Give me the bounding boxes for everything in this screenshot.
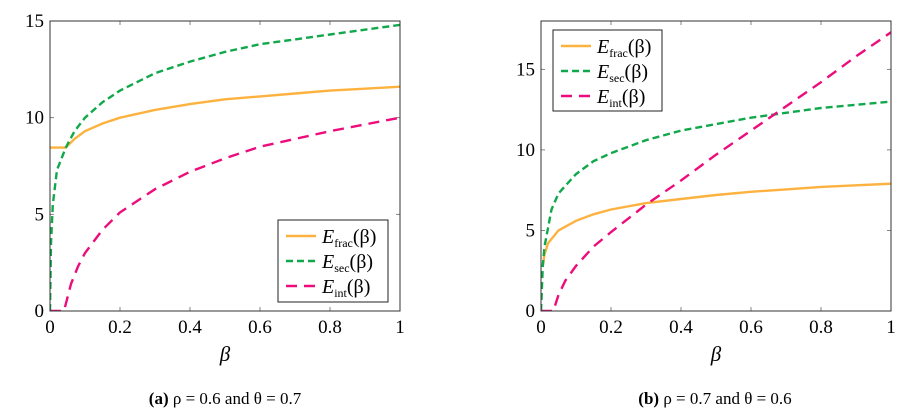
y-tick-label: 15 [516, 59, 535, 80]
x-tick-label: 0.2 [108, 317, 132, 338]
y-tick-label: 15 [25, 11, 44, 32]
legend-label-int: Eint(β) [321, 276, 370, 300]
y-tick-label: 5 [35, 204, 45, 225]
x-tick-label: 0.2 [599, 317, 623, 338]
x-tick-label: 0.8 [809, 317, 833, 338]
plot-frame [540, 20, 892, 312]
x-tick-label: 0.6 [739, 317, 763, 338]
y-tick-label: 10 [516, 140, 535, 161]
caption: (a) ρ = 0.6 and θ = 0.7 [149, 389, 302, 408]
legend-label-frac: Efrac(β) [596, 36, 651, 60]
legend: Efrac(β)Esec(β)Eint(β) [552, 29, 663, 112]
legend-label-sec: Esec(β) [596, 61, 648, 85]
x-tick-label: 0.4 [178, 317, 202, 338]
x-tick-label: 1 [395, 317, 405, 338]
legend-label-sec: Esec(β) [321, 251, 373, 275]
legend-label-frac: Efrac(β) [321, 226, 376, 250]
series-line-frac [50, 85, 400, 149]
plot-frame [49, 20, 401, 312]
chart-a: 0 0.2 0.4 0.6 0.8 1051015βEfrac(β)Esec(β)Eint… [25, 11, 405, 408]
x-tick-label: 0.4 [669, 317, 693, 338]
series-line-sec [541, 100, 891, 311]
legend-box [277, 219, 389, 303]
legend-label-int: Eint(β) [596, 86, 645, 110]
x-axis-label: β [219, 342, 231, 366]
y-tick-label: 0 [526, 301, 536, 322]
legend-box [552, 29, 663, 112]
legend: Efrac(β)Esec(β)Eint(β) [277, 219, 389, 303]
x-tick-label: 0.8 [318, 317, 342, 338]
chart-b: 0 0.2 0.4 0.6 0.8 1051015βEfrac(β)Esec(β)Eint… [516, 20, 896, 408]
y-tick-label: 10 [25, 108, 44, 129]
x-axis-label: β [710, 342, 722, 366]
series-line-frac [541, 182, 891, 267]
caption: (b) ρ = 0.7 and θ = 0.6 [638, 389, 791, 408]
x-tick-label: 0.6 [248, 317, 272, 338]
y-tick-label: 0 [35, 301, 45, 322]
series-line-sec [50, 23, 400, 311]
x-tick-label: 1 [886, 317, 896, 338]
x-tick-label: 0 [536, 317, 546, 338]
x-tick-label: 0 [45, 317, 55, 338]
y-tick-label: 5 [526, 220, 536, 241]
series-line-int [50, 116, 400, 311]
